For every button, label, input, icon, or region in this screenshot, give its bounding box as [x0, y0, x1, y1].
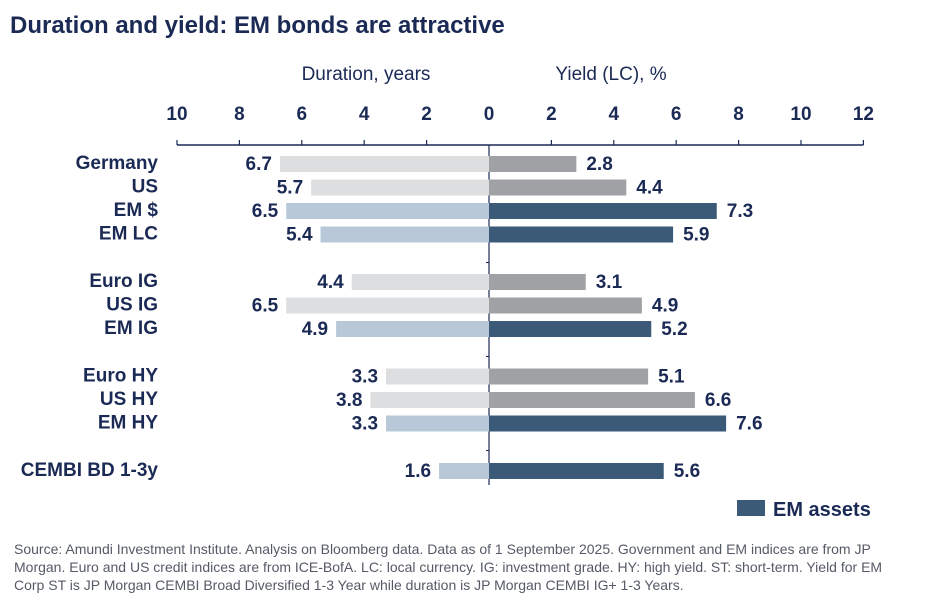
yield-bar-euro-ig	[489, 274, 586, 290]
yield-value-em-hy: 7.6	[736, 414, 762, 435]
right-tick-label: 2	[546, 104, 557, 125]
right-tick-label: 8	[733, 104, 744, 125]
legend: EM assets	[737, 499, 871, 521]
left-tick-label: 10	[166, 104, 187, 125]
category-label-em-lc: EM LC	[99, 224, 158, 245]
legend-label-em-assets: EM assets	[773, 499, 871, 521]
duration-bar-us-hy	[370, 392, 489, 408]
duration-bar-us	[311, 180, 489, 196]
yield-value-em: 7.3	[727, 201, 753, 222]
duration-value-em: 6.5	[252, 201, 279, 222]
category-label-us-ig: US IG	[106, 295, 158, 316]
labels-layer: Germany 6.7 2.8 US 5.7 4.4 EM $ 6.5 7.3 EM LC 5.4 5…	[21, 153, 763, 482]
yield-value-germany: 2.8	[586, 154, 612, 175]
left-tick-label: 4	[359, 104, 370, 125]
yield-value-euro-hy: 5.1	[658, 367, 685, 388]
duration-value-euro-hy: 3.3	[352, 367, 378, 388]
duration-value-em-lc: 5.4	[286, 225, 313, 246]
duration-bar-euro-ig	[352, 274, 489, 290]
duration-value-us: 5.7	[277, 178, 303, 199]
duration-bar-em-ig	[336, 321, 489, 337]
duration-value-us-ig: 6.5	[252, 296, 279, 317]
duration-value-germany: 6.7	[246, 154, 272, 175]
right-tick-label: 12	[853, 104, 874, 125]
yield-value-us-hy: 6.6	[705, 390, 731, 411]
yield-bar-em	[489, 203, 717, 219]
source-note: Source: Amundi Investment Institute. Ana…	[14, 540, 914, 594]
duration-value-cembi-bd-1-3y: 1.6	[405, 461, 431, 482]
yield-value-cembi-bd-1-3y: 5.6	[674, 461, 700, 482]
yield-bar-em-hy	[489, 416, 726, 432]
category-label-cembi-bd-1-3y: CEMBI BD 1-3y	[21, 460, 159, 481]
category-label-euro-hy: Euro HY	[83, 366, 158, 387]
duration-bar-euro-hy	[386, 369, 489, 385]
yield-bar-us-ig	[489, 298, 642, 314]
legend-swatch-em-assets	[737, 500, 765, 516]
category-label-em-hy: EM HY	[98, 413, 159, 434]
duration-value-em-ig: 4.9	[302, 319, 328, 340]
yield-bar-euro-hy	[489, 369, 648, 385]
yield-value-us: 4.4	[636, 178, 663, 199]
yield-bar-em-ig	[489, 321, 651, 337]
left-tick-label: 2	[421, 104, 432, 125]
duration-bar-em	[286, 203, 489, 219]
category-label-em-ig: EM IG	[104, 318, 158, 339]
left-axis-title: Duration, years	[302, 64, 431, 85]
category-label-germany: Germany	[76, 153, 159, 174]
category-label-us: US	[132, 177, 158, 198]
center-tick-label: 0	[484, 104, 495, 125]
yield-bar-us-hy	[489, 392, 695, 408]
yield-bar-us	[489, 180, 626, 196]
duration-bar-em-lc	[321, 227, 489, 243]
yield-value-euro-ig: 3.1	[596, 272, 623, 293]
yield-value-us-ig: 4.9	[652, 296, 678, 317]
yield-bar-cembi-bd-1-3y	[489, 463, 664, 479]
duration-bar-em-hy	[386, 416, 489, 432]
right-tick-label: 10	[790, 104, 811, 125]
yield-value-em-ig: 5.2	[661, 319, 687, 340]
duration-bar-cembi-bd-1-3y	[439, 463, 489, 479]
category-label-us-hy: US HY	[100, 389, 158, 410]
duration-value-euro-ig: 4.4	[317, 272, 344, 293]
duration-value-em-hy: 3.3	[352, 414, 378, 435]
left-tick-label: 8	[234, 104, 245, 125]
right-tick-label: 4	[609, 104, 620, 125]
category-label-em: EM $	[114, 200, 159, 221]
left-tick-label: 6	[297, 104, 308, 125]
duration-bar-us-ig	[286, 298, 489, 314]
bars-layer	[280, 156, 726, 479]
category-label-euro-ig: Euro IG	[89, 271, 158, 292]
yield-value-em-lc: 5.9	[683, 225, 709, 246]
yield-bar-em-lc	[489, 227, 673, 243]
right-axis-title: Yield (LC), %	[555, 64, 666, 85]
right-tick-label: 6	[671, 104, 682, 125]
duration-value-us-hy: 3.8	[336, 390, 362, 411]
butterfly-bar-chart: Duration, years Yield (LC), % 10 8 6 4 2 0 2 4 6…	[0, 0, 936, 540]
yield-bar-germany	[489, 156, 576, 172]
duration-bar-germany	[280, 156, 489, 172]
